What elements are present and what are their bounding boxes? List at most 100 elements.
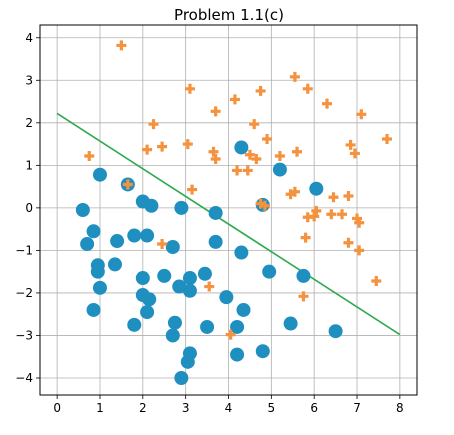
y-tick-label: −4 xyxy=(15,371,33,385)
x-tick-label: 3 xyxy=(182,401,190,415)
plus-point xyxy=(311,205,322,216)
circle-point xyxy=(255,344,270,359)
circle-point xyxy=(283,316,298,331)
circle-point xyxy=(182,346,197,361)
y-tick-label: 3 xyxy=(25,73,33,87)
decision-boundary-line xyxy=(56,112,401,336)
plus-point xyxy=(255,85,266,96)
circle-point xyxy=(127,228,142,243)
plus-point xyxy=(210,106,221,117)
circle-point xyxy=(167,315,182,330)
circle-point xyxy=(230,347,245,362)
x-tick-label: 1 xyxy=(96,401,104,415)
circle-point xyxy=(140,228,155,243)
plus-point xyxy=(349,148,360,159)
circle-point xyxy=(86,302,101,317)
circle-point xyxy=(182,271,197,286)
y-tick-label: 1 xyxy=(25,158,33,172)
plus-point xyxy=(182,139,193,150)
circle-point xyxy=(174,200,189,215)
x-tick-label: 7 xyxy=(353,401,361,415)
circle-point xyxy=(236,302,251,317)
circle-point xyxy=(208,234,223,249)
circle-point xyxy=(75,203,90,217)
boundary-line xyxy=(56,112,401,336)
plus-point xyxy=(371,276,382,287)
x-tick-label: 5 xyxy=(268,401,276,415)
x-tick-label: 8 xyxy=(396,401,404,415)
plus-point xyxy=(382,133,393,144)
plus-point xyxy=(354,245,365,256)
plus-point xyxy=(184,83,195,94)
circle-point xyxy=(197,266,212,281)
plus-point xyxy=(289,186,300,197)
plus-point xyxy=(225,329,236,340)
plus-point xyxy=(292,146,303,157)
circle-point xyxy=(234,140,249,155)
plus-point xyxy=(343,237,354,248)
circle-point xyxy=(165,328,180,343)
chart-title: Problem 1.1(c) xyxy=(174,6,284,24)
plus-point xyxy=(274,150,285,161)
plus-point xyxy=(244,149,255,160)
plus-point xyxy=(187,184,198,195)
circle-point xyxy=(90,264,105,279)
circle-point xyxy=(127,317,142,332)
plus-point xyxy=(337,209,348,220)
plus-point xyxy=(232,165,243,176)
plus-point xyxy=(84,150,95,161)
circle-point xyxy=(157,268,172,283)
circle-point xyxy=(182,283,197,298)
circle-point xyxy=(208,205,223,220)
plus-point xyxy=(116,40,127,51)
plus-point xyxy=(298,291,309,302)
circle-point xyxy=(80,237,95,252)
circle-series xyxy=(75,140,343,385)
circle-point xyxy=(174,370,189,385)
x-tick-label: 2 xyxy=(139,401,147,415)
y-tick-label: −1 xyxy=(15,243,33,257)
y-tick-label: 2 xyxy=(25,116,33,130)
plus-point xyxy=(229,94,240,105)
plus-point xyxy=(208,146,219,157)
plus-point xyxy=(242,165,253,176)
plus-point xyxy=(148,119,159,130)
circle-point xyxy=(272,162,287,177)
plus-point xyxy=(354,217,365,228)
circle-point xyxy=(142,292,157,307)
plus-point xyxy=(345,139,356,150)
plus-point xyxy=(157,141,168,152)
plus-point xyxy=(210,153,221,164)
y-tick-label: −3 xyxy=(15,328,33,342)
plus-point xyxy=(328,192,339,203)
circle-point xyxy=(234,245,249,260)
plus-point xyxy=(343,190,354,201)
x-tick-label: 0 xyxy=(53,401,61,415)
plus-series xyxy=(84,40,393,340)
circle-point xyxy=(328,324,343,339)
plus-point xyxy=(249,119,260,130)
plus-point xyxy=(142,144,153,155)
plus-point xyxy=(300,232,311,243)
axis-ticks: 0 1 2 3 4 5 6 7 8 −4 −3 −2 −1 0 1 2 3 4 xyxy=(15,31,403,415)
circle-point xyxy=(140,305,155,320)
circle-point xyxy=(110,234,125,249)
circle-point xyxy=(144,198,159,213)
circle-point xyxy=(230,319,245,334)
plus-point xyxy=(309,211,320,222)
circle-point xyxy=(262,264,277,279)
plus-point xyxy=(356,109,367,120)
plus-point xyxy=(259,200,270,211)
circle-point xyxy=(296,268,311,283)
plus-point xyxy=(262,133,273,144)
y-tick-label: 4 xyxy=(25,31,33,45)
plus-point xyxy=(122,179,133,190)
plus-point xyxy=(302,83,313,94)
circle-point xyxy=(219,290,234,305)
circle-point xyxy=(172,279,187,294)
y-tick-label: 0 xyxy=(25,201,33,215)
plus-point xyxy=(326,209,337,220)
